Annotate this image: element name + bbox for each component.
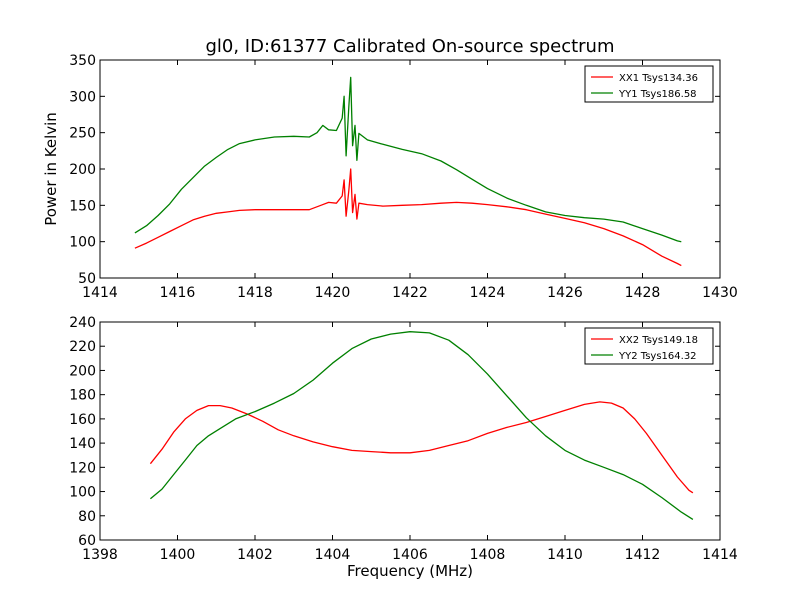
bottom-chart-ytick-label: 240 bbox=[69, 315, 96, 331]
bottom-chart-xlabel: Frequency (MHz) bbox=[347, 562, 473, 580]
bottom-chart-xtick-label: 1404 bbox=[315, 547, 351, 563]
bottom-chart-ytick-label: 220 bbox=[69, 339, 96, 355]
bottom-chart-ytick-label: 80 bbox=[78, 509, 96, 525]
bottom-chart-xtick-label: 1398 bbox=[82, 547, 118, 563]
bottom-chart-series-line-2 bbox=[149, 331, 694, 520]
top-chart-legend-label: XX1 Tsys134.36 bbox=[619, 73, 698, 84]
bottom-chart-ytick-label: 100 bbox=[69, 485, 96, 501]
top-chart-ytick-label: 200 bbox=[69, 162, 96, 178]
bottom-chart-ytick-label: 60 bbox=[78, 533, 96, 549]
top-chart-ytick-label: 250 bbox=[69, 126, 96, 142]
top-chart-legend-label: YY1 Tsys186.58 bbox=[618, 89, 697, 100]
bottom-chart-xtick-label: 1412 bbox=[625, 547, 661, 563]
top-chart-xtick-label: 1414 bbox=[82, 285, 118, 301]
top-chart-title: gl0, ID:61377 Calibrated On-source spect… bbox=[205, 36, 614, 57]
top-chart-xtick-label: 1426 bbox=[547, 285, 583, 301]
top-chart-plot-area: 1414 1416 1418 1420 1422 1424 1426 1428 1430 50 10… bbox=[69, 53, 738, 301]
bottom-chart-ytick-label: 160 bbox=[69, 412, 96, 428]
bottom-chart-legend-label: XX2 Tsys149.18 bbox=[619, 335, 698, 346]
bottom-chart-legend: XX2 Tsys149.18 YY2 Tsys164.32 bbox=[584, 327, 714, 365]
bottom-chart-xtick-label: 1400 bbox=[160, 547, 196, 563]
bottom-chart-xtick-label: 1410 bbox=[547, 547, 583, 563]
top-chart-xtick-label: 1416 bbox=[160, 285, 196, 301]
bottom-chart-ytick-label: 200 bbox=[69, 363, 96, 379]
bottom-chart-series-line-1 bbox=[149, 401, 694, 494]
bottom-chart-ytick-label: 140 bbox=[69, 436, 96, 452]
bottom-chart-xtick-label: 1408 bbox=[470, 547, 506, 563]
bottom-chart-xtick-label: 1414 bbox=[702, 547, 738, 563]
bottom-chart-ytick-label: 120 bbox=[69, 460, 96, 476]
top-chart-series-line-2 bbox=[134, 76, 682, 243]
top-chart-xtick-label: 1422 bbox=[392, 285, 428, 301]
top-chart-series-line-1 bbox=[134, 168, 682, 267]
top-chart-xtick-label: 1430 bbox=[702, 285, 738, 301]
top-chart-ytick-label: 350 bbox=[69, 53, 96, 69]
top-chart-xtick-label: 1424 bbox=[470, 285, 506, 301]
top-chart-legend: XX1 Tsys134.36 YY1 Tsys186.58 bbox=[584, 65, 714, 103]
top-chart-ylabel: Power in Kelvin bbox=[42, 112, 60, 226]
bottom-chart-plot-area: 1398 1400 1402 1404 1406 1408 1410 1412 1414 60 80… bbox=[69, 315, 738, 563]
top-chart-ytick-label: 50 bbox=[78, 271, 96, 287]
bottom-chart-xtick-label: 1402 bbox=[237, 547, 273, 563]
top-chart-xtick-label: 1428 bbox=[625, 285, 661, 301]
bottom-chart-panel: Frequency (MHz) 1398 1400 1402 1404 1406 1408… bbox=[69, 315, 738, 580]
top-chart-panel: gl0, ID:61377 Calibrated On-source spect… bbox=[42, 36, 738, 301]
top-chart-xtick-label: 1420 bbox=[315, 285, 351, 301]
bottom-chart-xtick-label: 1406 bbox=[392, 547, 428, 563]
top-chart-ytick-label: 150 bbox=[69, 198, 96, 214]
top-chart-ytick-label: 100 bbox=[69, 235, 96, 251]
top-chart-xtick-label: 1418 bbox=[237, 285, 273, 301]
bottom-chart-legend-label: YY2 Tsys164.32 bbox=[618, 351, 697, 362]
top-chart-ytick-label: 300 bbox=[69, 89, 96, 105]
bottom-chart-ytick-label: 180 bbox=[69, 388, 96, 404]
